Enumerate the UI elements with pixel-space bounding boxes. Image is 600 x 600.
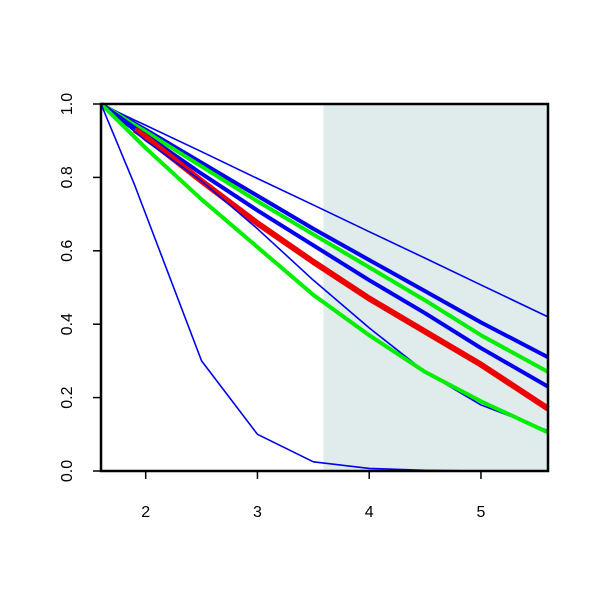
- y-tick-label: 0.2: [59, 386, 76, 408]
- plot-frame: [99, 102, 550, 473]
- series-line: [99, 102, 549, 435]
- series-line: [132, 127, 550, 412]
- y-tick-label: 0.4: [59, 313, 76, 335]
- x-tick-label: 3: [253, 504, 262, 521]
- highlight-region: [323, 104, 548, 471]
- y-tick-label: 0.8: [59, 166, 76, 188]
- y-tick-label: 0.0: [59, 460, 76, 482]
- series-line: [99, 102, 549, 374]
- y-tick-label: 1.0: [59, 93, 76, 115]
- x-tick-label: 4: [365, 504, 374, 521]
- x-tick-label: 2: [141, 504, 150, 521]
- x-tick-label: 5: [476, 504, 485, 521]
- y-tick-label: 0.6: [59, 240, 76, 262]
- series-line: [100, 103, 549, 318]
